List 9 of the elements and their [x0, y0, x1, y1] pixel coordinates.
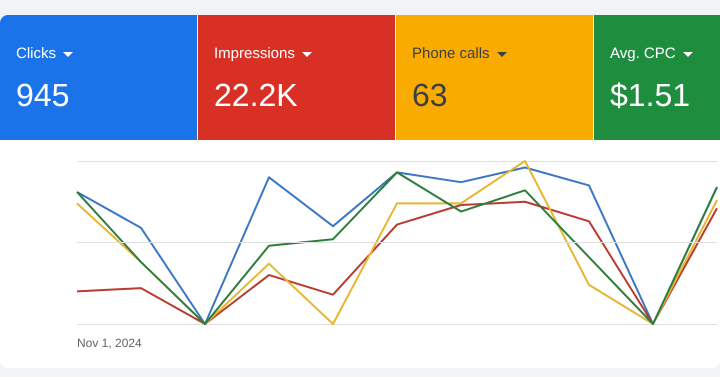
text: 63	[412, 77, 448, 113]
text: 945	[16, 77, 70, 113]
text: 22.2K	[214, 77, 298, 113]
text: Nov 1, 2024	[77, 336, 142, 350]
category-label: Impressions	[214, 45, 295, 62]
category-label: Phone calls	[412, 45, 490, 62]
category-label: Clicks	[16, 45, 56, 62]
category-label: Avg. CPC	[610, 45, 676, 62]
text: $1.51	[610, 77, 690, 113]
